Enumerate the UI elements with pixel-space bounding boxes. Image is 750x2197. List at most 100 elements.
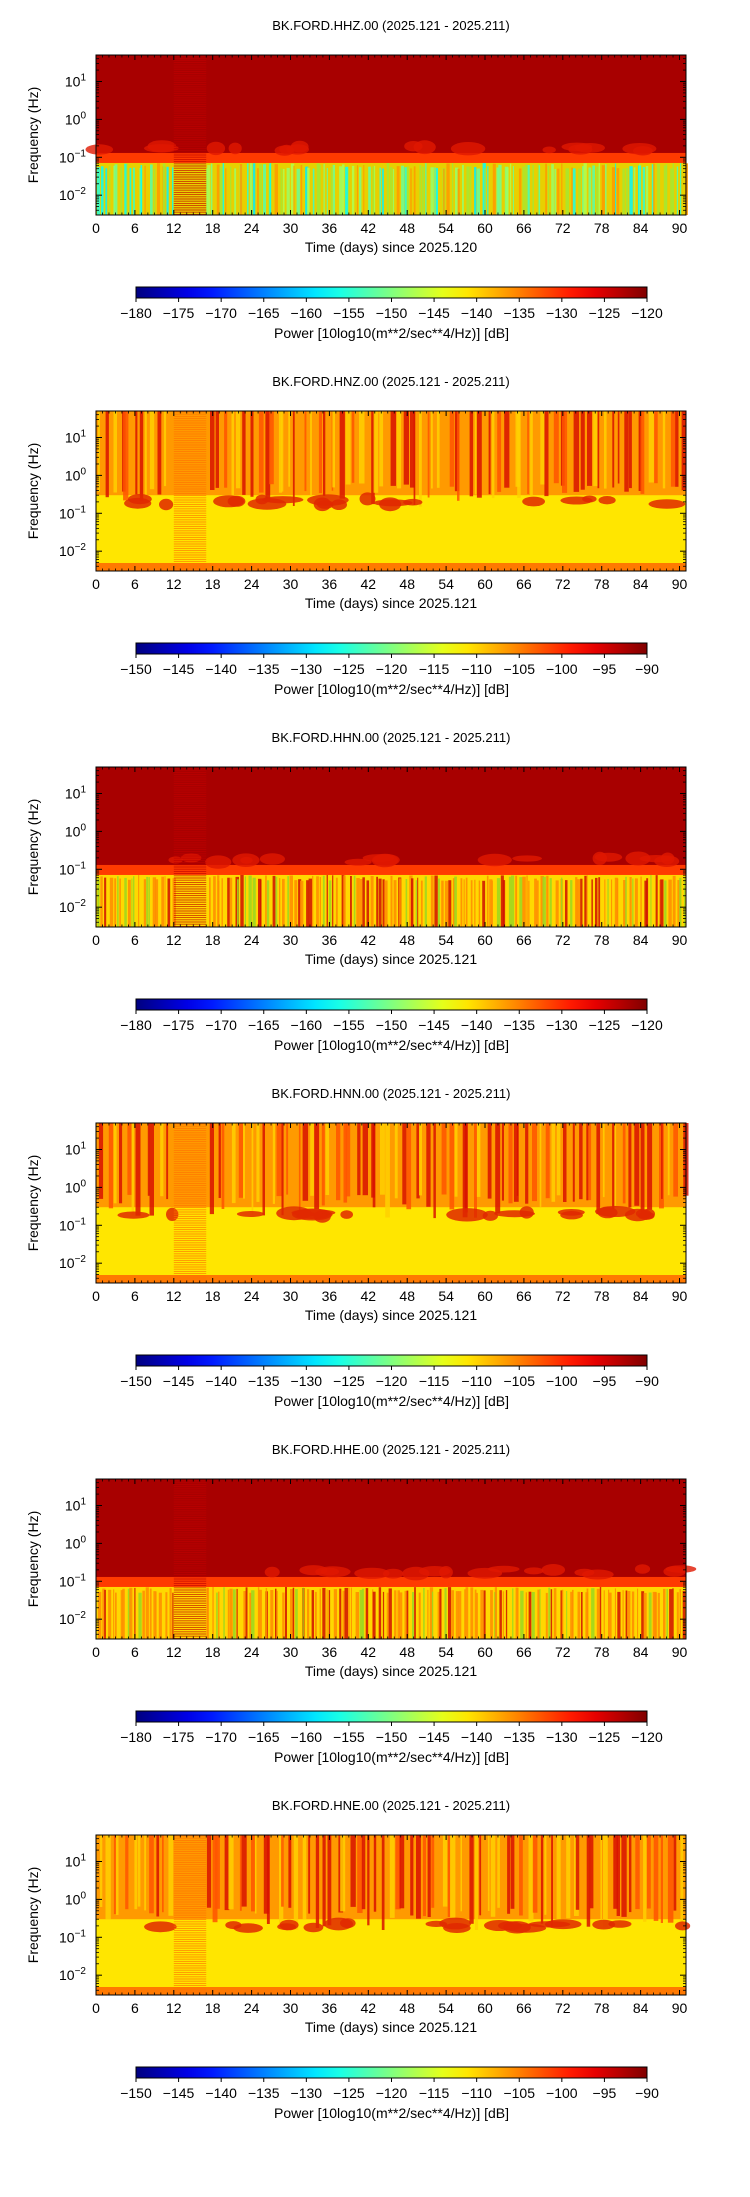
colorbar-label: Power [10log10(m**2/sec**4/Hz)] [dB] — [274, 2105, 509, 2121]
x-tick-label: 72 — [555, 576, 571, 592]
heatmap-streak — [402, 1123, 407, 1205]
heatmap-streak — [345, 411, 351, 485]
heatmap-streak — [161, 876, 164, 927]
heatmap-streak — [362, 1123, 368, 1196]
heatmap-streak — [350, 1587, 352, 1639]
colorbar-tick-label: −130 — [291, 1373, 323, 1389]
y-tick-label: 100 — [65, 1178, 87, 1195]
heatmap-streak — [272, 875, 276, 927]
heatmap-streak — [431, 1835, 435, 1908]
heatmap-streak — [534, 878, 537, 927]
heatmap-streak — [390, 875, 393, 927]
heatmap-blob — [542, 146, 556, 154]
colorbar-tick-label: −155 — [333, 1017, 365, 1033]
heatmap-streak — [310, 1123, 314, 1196]
y-tick-label: 10−2 — [59, 186, 86, 203]
heatmap-streak — [634, 878, 638, 927]
colorbar-label: Power [10log10(m**2/sec**4/Hz)] [dB] — [274, 1393, 509, 1409]
heatmap-streak — [234, 168, 237, 215]
heatmap-streak — [252, 163, 256, 215]
heatmap-blob — [633, 146, 653, 156]
heatmap-streak — [616, 878, 619, 927]
heatmap-streak — [108, 1123, 114, 1209]
heatmap-blob — [524, 1567, 544, 1575]
x-tick-label: 18 — [205, 1288, 221, 1304]
heatmap-blob — [228, 142, 242, 155]
heatmap-streak — [258, 411, 264, 493]
heatmap-streak — [538, 165, 541, 215]
heatmap-streak — [669, 1589, 673, 1639]
heatmap-streak — [276, 1123, 282, 1197]
heatmap-streak — [381, 1835, 385, 1930]
heatmap-streak — [537, 1589, 540, 1639]
heatmap-streak — [382, 168, 384, 215]
heatmap-blob — [568, 144, 593, 155]
heatmap-streak — [296, 168, 300, 215]
x-tick-label: 90 — [672, 1288, 688, 1304]
x-tick-label: 60 — [477, 2000, 493, 2016]
heatmap-streak — [616, 168, 620, 215]
heatmap-streak — [484, 168, 486, 215]
heatmap-streak — [512, 166, 514, 215]
x-tick-label: 84 — [633, 220, 649, 236]
heatmap-streak — [293, 1835, 299, 1930]
heatmap-streak — [470, 880, 473, 927]
heatmap-streak — [288, 411, 291, 487]
heatmap-streak — [353, 875, 356, 927]
heatmap-streak — [307, 167, 310, 215]
heatmap-streak — [239, 1835, 242, 1911]
heatmap-streak — [454, 1123, 458, 1197]
x-tick-label: 78 — [594, 220, 610, 236]
heatmap-streak — [492, 163, 496, 215]
x-tick-label: 24 — [244, 1288, 260, 1304]
heatmap-streak — [138, 875, 140, 927]
heatmap-streak — [105, 411, 109, 498]
heatmap-streak — [109, 877, 114, 927]
heatmap-streak — [426, 1123, 431, 1207]
heatmap-streak — [604, 879, 606, 927]
heatmap-streak — [474, 1835, 479, 1930]
heatmap-streak — [382, 1591, 385, 1639]
heatmap-streak — [219, 166, 223, 215]
x-tick-label: 72 — [555, 932, 571, 948]
colorbar-tick-label: −150 — [376, 1017, 408, 1033]
heatmap-streak — [312, 168, 315, 215]
heatmap-streak — [657, 1592, 660, 1639]
heatmap-streak — [476, 1592, 478, 1639]
colorbar-tick-label: −100 — [546, 1373, 578, 1389]
heatmap-streak — [579, 1123, 583, 1200]
y-tick-label: 101 — [65, 1496, 87, 1513]
heatmap-streak — [550, 1589, 553, 1639]
heatmap-streak — [148, 877, 150, 927]
heatmap-streak — [672, 875, 676, 927]
heatmap-streak — [379, 411, 384, 487]
heatmap-streak — [100, 876, 103, 927]
colorbar-tick-label: −160 — [291, 1017, 323, 1033]
heatmap-streak — [356, 878, 360, 927]
heatmap-streak — [616, 1835, 620, 1916]
heatmap-streak — [434, 167, 436, 215]
heatmap-streak — [417, 877, 419, 927]
heatmap-streak — [263, 164, 266, 215]
heatmap-streak — [518, 168, 522, 215]
x-tick-label: 12 — [166, 576, 182, 592]
heatmap-blob — [205, 855, 232, 869]
heatmap-streak — [149, 1123, 154, 1216]
heatmap-streak — [218, 1123, 221, 1198]
colorbar-tick-label: −140 — [461, 1729, 493, 1745]
heatmap-streak — [227, 877, 230, 927]
x-axis-label: Time (days) since 2025.121 — [305, 951, 477, 967]
colorbar-tick-label: −170 — [205, 1017, 237, 1033]
heatmap-streak — [595, 877, 598, 927]
heatmap-streak — [684, 878, 686, 927]
heatmap-streak — [212, 1835, 218, 1923]
heatmap-streak — [522, 166, 525, 215]
y-axis-label: Frequency (Hz) — [25, 87, 41, 183]
colorbar-tick-label: −150 — [120, 2085, 152, 2101]
heatmap-streak — [215, 1835, 220, 1909]
heatmap-streak — [100, 166, 104, 215]
heatmap-streak — [405, 879, 408, 927]
x-tick-label: 48 — [399, 2000, 415, 2016]
x-tick-label: 78 — [594, 1288, 610, 1304]
heatmap-streak — [660, 1835, 663, 1923]
